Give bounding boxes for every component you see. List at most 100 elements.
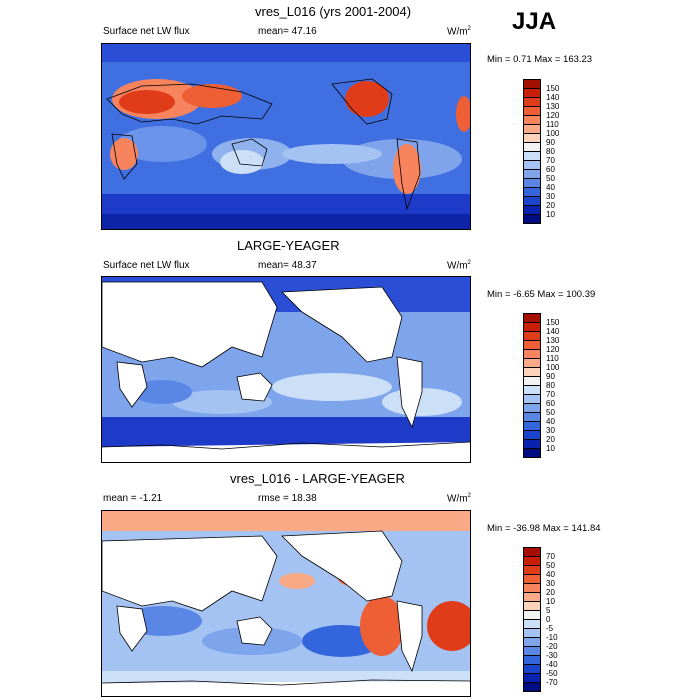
panel2-tick: 110 xyxy=(546,354,559,363)
panel3-colorbar-seg xyxy=(524,611,540,620)
panel1-colorbar-seg xyxy=(524,116,540,125)
panel3-minmax: Min = -36.98 Max = 141.84 xyxy=(487,523,601,534)
panel2-colorbar-seg xyxy=(524,341,540,350)
panel3-colorbar-seg xyxy=(524,602,540,611)
panel1-tick: 90 xyxy=(546,138,555,147)
panel1-colorbar-seg xyxy=(524,188,540,197)
panel3-colorbar-seg xyxy=(524,656,540,665)
panel1-tick: 140 xyxy=(546,93,560,102)
panel2-tick: 10 xyxy=(546,444,555,453)
panel2-colorbar-seg xyxy=(524,350,540,359)
panel2-tick: 70 xyxy=(546,390,555,399)
panel3-tick: 5 xyxy=(546,606,551,615)
panel3-tick: 70 xyxy=(546,552,555,561)
panel2-tick: 60 xyxy=(546,399,555,408)
panel3-colorbar-seg xyxy=(524,647,540,656)
panel1-colorbar-seg xyxy=(524,161,540,170)
panel2-colorbar-seg xyxy=(524,431,540,440)
panel3-colorbar xyxy=(523,547,541,692)
panel2-colorbar-seg xyxy=(524,314,540,323)
panel2-left-label: Surface net LW flux xyxy=(103,260,190,271)
panel3-colorbar-seg xyxy=(524,674,540,683)
panel3-tick: -70 xyxy=(546,678,558,687)
panel1-colorbar-seg xyxy=(524,206,540,215)
panel1-tick: 20 xyxy=(546,201,555,210)
panel3-tick: 30 xyxy=(546,579,555,588)
panel3-tick: -40 xyxy=(546,660,558,669)
panel2-colorbar-seg xyxy=(524,377,540,386)
panel3-tick: -50 xyxy=(546,669,558,678)
panel2-tick: 90 xyxy=(546,372,555,381)
panel3-map xyxy=(101,510,471,697)
panel1-tick: 150 xyxy=(546,84,560,93)
panel2-tick: 140 xyxy=(546,327,560,336)
panel1-colorbar-seg xyxy=(524,134,540,143)
panel3-tick: 10 xyxy=(546,597,555,606)
panel1-mean-label: mean= 47.16 xyxy=(258,26,317,37)
panel1-title: vres_L016 (yrs 2001-2004) xyxy=(255,4,412,19)
panel1-tick: 110 xyxy=(546,120,559,129)
panel3-tick: 0 xyxy=(546,615,551,624)
panel3-colorbar-seg xyxy=(524,620,540,629)
panel2-tick: 150 xyxy=(546,318,560,327)
panel3-colorbar-seg xyxy=(524,557,540,566)
panel2-tick: 80 xyxy=(546,381,555,390)
panel2-title: LARGE-YEAGER xyxy=(237,238,340,253)
panel1-colorbar-seg xyxy=(524,107,540,116)
panel1-colorbar-seg xyxy=(524,215,540,223)
panel2-colorbar-seg xyxy=(524,395,540,404)
panel2-mean-label: mean= 48.37 xyxy=(258,260,317,271)
panel1-tick: 10 xyxy=(546,210,555,219)
panel3-tick: -20 xyxy=(546,642,558,651)
panel1-colorbar-seg xyxy=(524,89,540,98)
panel2-tick: 30 xyxy=(546,426,555,435)
panel2-tick: 100 xyxy=(546,363,560,372)
panel1-tick: 130 xyxy=(546,102,560,111)
panel1-tick: 70 xyxy=(546,156,555,165)
panel2-colorbar-seg xyxy=(524,332,540,341)
panel1-colorbar-seg xyxy=(524,125,540,134)
panel2-colorbar-seg xyxy=(524,323,540,332)
panel2-colorbar-seg xyxy=(524,440,540,449)
panel3-rmse-label: rmse = 18.38 xyxy=(258,493,317,504)
season-label: JJA xyxy=(512,8,557,35)
panel1-minmax: Min = 0.71 Max = 163.23 xyxy=(487,54,593,65)
panel2-units: W/m2 xyxy=(447,260,471,272)
panel2-tick: 120 xyxy=(546,345,560,354)
panel3-colorbar-seg xyxy=(524,575,540,584)
panel2-tick: 50 xyxy=(546,408,555,417)
panel1-units: W/m2 xyxy=(447,26,471,38)
panel2-colorbar-seg xyxy=(524,413,540,422)
panel3-title: vres_L016 - LARGE-YEAGER xyxy=(230,471,405,486)
panel1-tick: 60 xyxy=(546,165,555,174)
panel2-colorbar-seg xyxy=(524,386,540,395)
panel3-colorbar-seg xyxy=(524,584,540,593)
panel1-colorbar-seg xyxy=(524,152,540,161)
panel1-tick: 50 xyxy=(546,174,555,183)
panel1-tick: 80 xyxy=(546,147,555,156)
panel2-tick: 130 xyxy=(546,336,560,345)
panel2-colorbar-seg xyxy=(524,404,540,413)
panel3-colorbar-seg xyxy=(524,566,540,575)
panel1-colorbar-seg xyxy=(524,197,540,206)
panel1-tick: 40 xyxy=(546,183,555,192)
panel2-colorbar xyxy=(523,313,541,458)
panel1-left-label: Surface net LW flux xyxy=(103,26,190,37)
panel2-colorbar-seg xyxy=(524,368,540,377)
panel2-tick: 20 xyxy=(546,435,555,444)
panel3-tick: 50 xyxy=(546,561,555,570)
panel2-colorbar-seg xyxy=(524,449,540,457)
panel1-tick: 30 xyxy=(546,192,555,201)
panel3-mean-label: mean = -1.21 xyxy=(103,493,163,504)
panel3-tick: -10 xyxy=(546,633,558,642)
panel3-colorbar-seg xyxy=(524,593,540,602)
panel1-colorbar-seg xyxy=(524,98,540,107)
panel3-units: W/m2 xyxy=(447,493,471,505)
panel2-colorbar-seg xyxy=(524,422,540,431)
panel1-colorbar xyxy=(523,79,541,224)
panel3-tick: -30 xyxy=(546,651,558,660)
panel3-colorbar-seg xyxy=(524,548,540,557)
panel3-colorbar-seg xyxy=(524,683,540,691)
panel1-colorbar-seg xyxy=(524,80,540,89)
panel3-colorbar-seg xyxy=(524,665,540,674)
